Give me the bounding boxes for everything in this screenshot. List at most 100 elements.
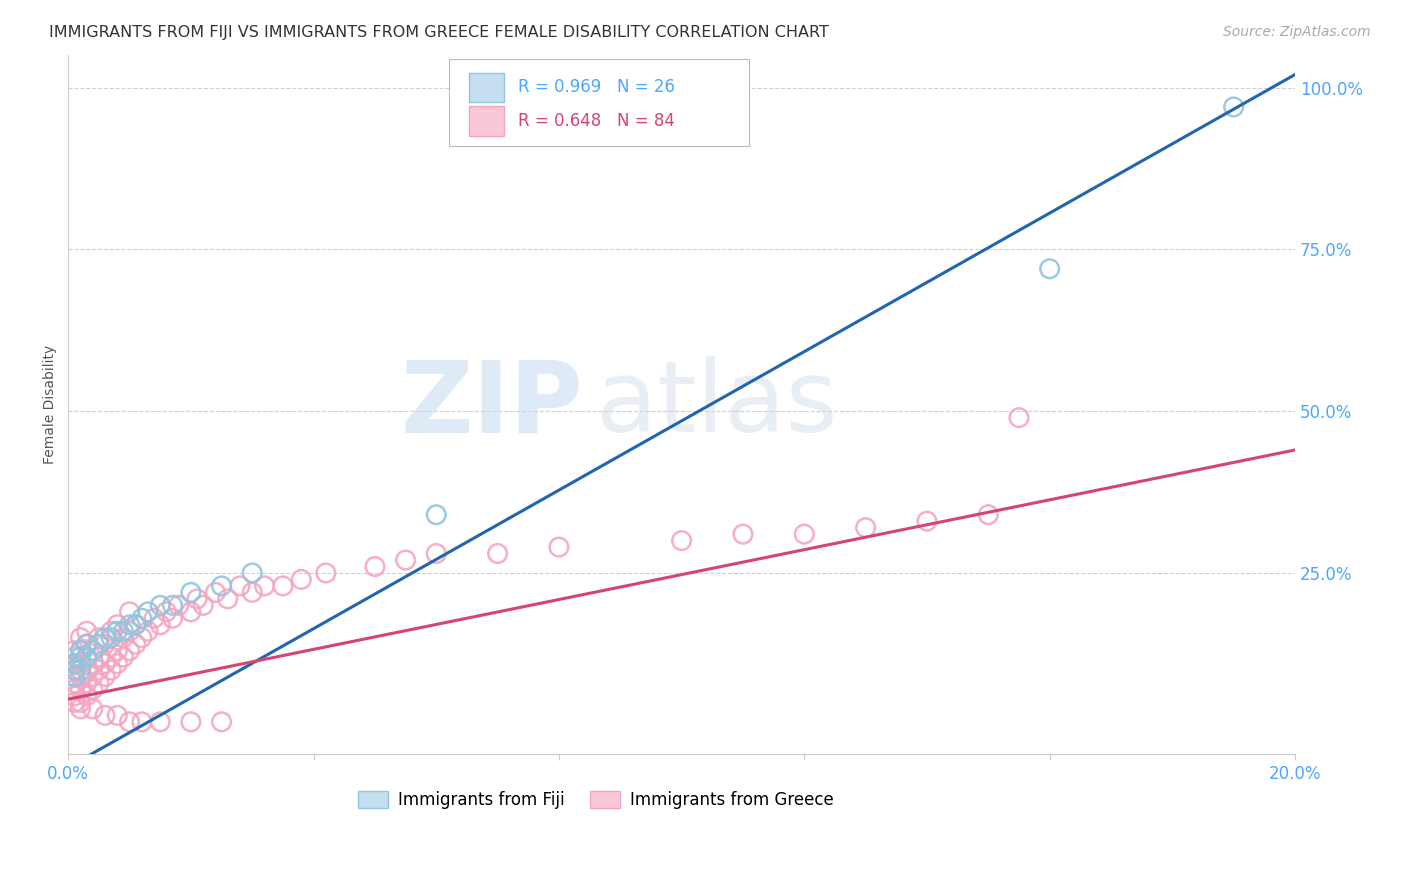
Point [63,643,86,657]
Point [69,643,91,657]
Point [69,695,91,709]
Point [118,643,141,657]
Point [180,714,202,729]
Point [94,708,117,723]
Point [87,637,110,651]
Point [118,714,141,729]
Text: R = 0.969   N = 26: R = 0.969 N = 26 [519,78,675,96]
Point [131,631,153,645]
Point [63,669,86,683]
Point [240,585,263,599]
Point [63,657,86,671]
Point [731,527,754,541]
Point [69,702,91,716]
Point [125,637,148,651]
Point [69,650,91,665]
Point [1008,410,1031,425]
Point [105,643,128,657]
Point [94,637,117,651]
Point [671,533,693,548]
Point [94,657,117,671]
Point [76,650,98,665]
Point [82,657,104,671]
Point [131,714,153,729]
Text: Source: ZipAtlas.com: Source: ZipAtlas.com [1223,25,1371,39]
Point [100,631,122,645]
Point [76,624,98,639]
Point [136,605,159,619]
Point [105,624,128,639]
Point [486,547,509,561]
Point [180,605,202,619]
Point [112,650,135,665]
Point [290,573,312,587]
Bar [470,106,503,136]
Point [69,682,91,697]
Y-axis label: Female Disability: Female Disability [44,345,58,465]
Point [100,624,122,639]
Point [82,643,104,657]
Point [193,599,215,613]
Point [125,617,148,632]
Point [1039,261,1062,276]
Point [69,669,91,683]
Point [149,714,172,729]
Point [63,682,86,697]
Point [76,650,98,665]
Point [977,508,1000,522]
Point [143,611,166,625]
Point [105,708,128,723]
Point [204,585,226,599]
Text: atlas: atlas [596,356,838,453]
Point [63,663,86,677]
Point [229,579,252,593]
Point [63,676,86,690]
Point [76,676,98,690]
Point [217,591,239,606]
Point [63,657,86,671]
Point [271,579,294,593]
Point [855,521,877,535]
Point [100,650,122,665]
Point [63,663,86,677]
Point [105,657,128,671]
Point [364,559,387,574]
FancyBboxPatch shape [449,59,749,146]
Text: IMMIGRANTS FROM FIJI VS IMMIGRANTS FROM GREECE FEMALE DISABILITY CORRELATION CHA: IMMIGRANTS FROM FIJI VS IMMIGRANTS FROM … [49,25,830,40]
Point [136,624,159,639]
Point [118,605,141,619]
Point [211,579,233,593]
Point [63,669,86,683]
Point [315,566,337,580]
Point [155,605,177,619]
Point [87,650,110,665]
Point [162,611,184,625]
Text: ZIP: ZIP [401,356,583,453]
Point [162,599,184,613]
Point [76,689,98,703]
Point [118,624,141,639]
Point [186,591,208,606]
Point [240,566,263,580]
Point [63,650,86,665]
Point [211,714,233,729]
Point [125,617,148,632]
Point [167,599,190,613]
Point [87,676,110,690]
Point [131,611,153,625]
Point [149,617,172,632]
Point [76,637,98,651]
Point [69,643,91,657]
Point [94,631,117,645]
Point [394,553,416,567]
Point [87,631,110,645]
Point [63,689,86,703]
Point [112,631,135,645]
Point [76,637,98,651]
Point [112,624,135,639]
Point [76,663,98,677]
Point [793,527,815,541]
Legend: Immigrants from Fiji, Immigrants from Greece: Immigrants from Fiji, Immigrants from Gr… [352,784,841,816]
Point [118,617,141,632]
Point [100,663,122,677]
